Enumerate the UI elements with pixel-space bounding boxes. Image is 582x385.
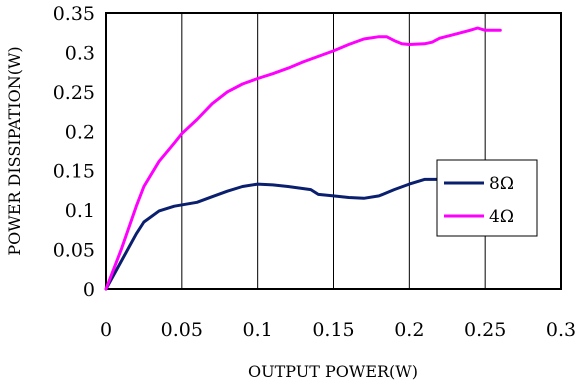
x-tick-labels: 0 0.05 0.1 0.15 0.2 0.25 0.3: [100, 319, 576, 341]
x-tick-label: 0.15: [312, 319, 354, 341]
x-tick-label: 0.3: [546, 319, 576, 341]
y-tick-label: 0.2: [65, 121, 95, 143]
series-line-0: [104, 177, 442, 291]
legend-label-8ohm: 8Ω: [489, 174, 514, 194]
plot-area-frame: [105, 12, 562, 290]
x-tick-label: 0.1: [243, 319, 273, 341]
series-layer: [104, 26, 502, 291]
y-tick-label: 0.35: [53, 3, 95, 25]
y-tick-label: 0: [83, 279, 95, 301]
x-tick-label: 0: [100, 319, 112, 341]
y-tick-label: 0.3: [65, 42, 95, 64]
x-axis-title: OUTPUT POWER(W): [248, 362, 418, 381]
y-tick-label: 0.25: [53, 82, 95, 104]
legend: 8Ω 4Ω: [436, 159, 538, 237]
y-tick-label: 0.1: [65, 200, 95, 222]
gridlines: [181, 13, 486, 289]
y-tick-labels: 0 0.05 0.1 0.15 0.2 0.25 0.3 0.35: [53, 3, 95, 301]
y-tick-label: 0.15: [53, 161, 95, 183]
x-tick-label: 0.25: [464, 319, 506, 341]
legend-box: [436, 159, 538, 237]
y-tick-label: 0.05: [53, 240, 95, 262]
series-line-1: [104, 26, 502, 291]
legend-label-4ohm: 4Ω: [489, 207, 514, 227]
y-axis-title: POWER DISSIPATION(W): [5, 46, 24, 255]
x-tick-label: 0.2: [394, 319, 424, 341]
x-tick-label: 0.05: [161, 319, 203, 341]
